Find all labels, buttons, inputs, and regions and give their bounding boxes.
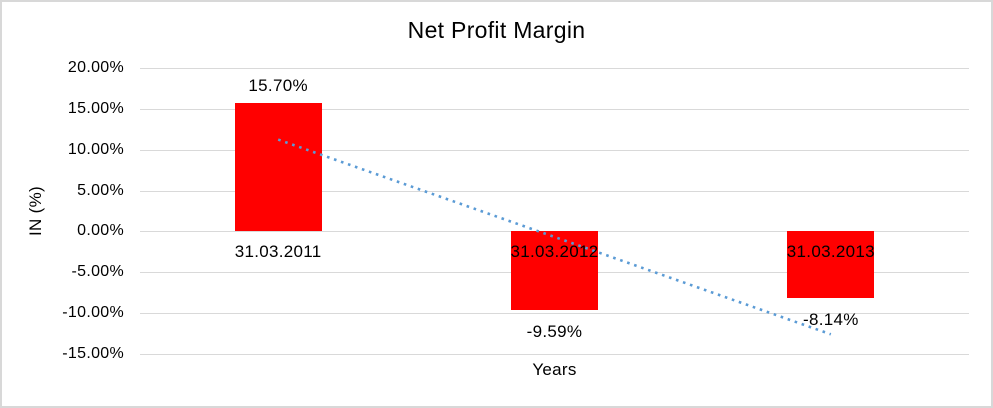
bar-31.03.2011 xyxy=(234,103,322,232)
x-category-label: 31.03.2012 xyxy=(510,242,599,262)
y-tick-label: 10.00% xyxy=(67,140,124,158)
y-tick-label: -15.00% xyxy=(62,345,124,362)
y-tick-label: 15.00% xyxy=(67,99,124,117)
y-tick-label: 20.00% xyxy=(67,59,124,76)
x-category-label: 31.03.2011 xyxy=(234,242,322,262)
x-category-label: 31.03.2013 xyxy=(786,242,875,262)
bar-value-label: -8.14% xyxy=(802,309,859,329)
gridline xyxy=(140,354,969,355)
bar-value-label: 15.70% xyxy=(248,76,308,96)
y-tick-label: -5.00% xyxy=(71,263,124,281)
chart-title: Net Profit Margin xyxy=(407,17,586,43)
y-tick-label: -10.00% xyxy=(62,304,124,322)
y-tick-label: 0.00% xyxy=(77,222,124,240)
x-axis-title: Years xyxy=(532,360,577,379)
y-tick-label: 5.00% xyxy=(77,181,124,199)
bar-value-label: -9.59% xyxy=(526,321,583,341)
bar-31.03.2013 xyxy=(787,231,875,298)
gridline xyxy=(140,68,969,69)
gridline xyxy=(140,108,969,110)
